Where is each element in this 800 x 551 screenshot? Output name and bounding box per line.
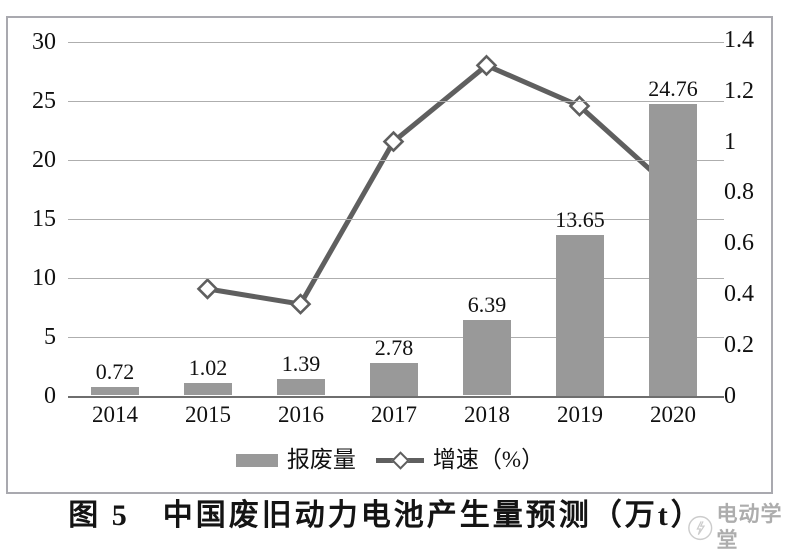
bar-value-label: 0.72 — [95, 359, 135, 384]
x-axis-line — [68, 396, 724, 398]
watermark: 电动学堂 — [686, 502, 800, 551]
bar-value-label: 24.76 — [648, 76, 698, 101]
secondary-y-axis-tick-label: 0.6 — [724, 230, 754, 256]
bar-value-label: 2.78 — [374, 335, 414, 360]
y-axis-tick-label: 0 — [44, 383, 56, 409]
gridline — [68, 42, 724, 43]
bar-2014 — [91, 387, 139, 395]
watermark-logo-icon — [688, 515, 713, 541]
legend-item-line: 增速（%） — [375, 447, 545, 472]
bar-2015 — [184, 383, 232, 395]
x-axis-tick-label: 2019 — [557, 402, 603, 427]
y-axis-tick-label: 5 — [44, 324, 56, 350]
bar-2019 — [556, 235, 604, 396]
gridline — [68, 160, 724, 161]
diamond-marker-icon — [391, 451, 410, 470]
x-axis-tick-label: 2014 — [92, 402, 138, 427]
bar-value-label: 6.39 — [467, 292, 507, 317]
secondary-y-axis-tick-label: 0.2 — [724, 332, 754, 358]
y-axis-tick-label: 30 — [32, 29, 56, 55]
x-axis-tick-label: 2017 — [371, 402, 417, 427]
gridline — [68, 101, 724, 102]
secondary-y-axis-tick-label: 0 — [724, 383, 736, 409]
bar-series-swatch — [235, 453, 278, 467]
bar-2018 — [463, 320, 511, 395]
y-axis-tick-label: 25 — [32, 88, 56, 114]
y-axis-tick-label: 15 — [32, 206, 56, 232]
bar-2016 — [277, 379, 325, 395]
watermark-text: 电动学堂 — [716, 503, 783, 551]
bar-2017 — [370, 363, 418, 396]
gridline — [68, 278, 724, 279]
secondary-y-axis-tick-label: 1.4 — [724, 27, 754, 53]
bar-value-label: 1.02 — [188, 355, 228, 380]
line-series-swatch — [375, 450, 424, 470]
bar-value-label: 13.65 — [555, 207, 605, 232]
x-axis-tick-label: 2020 — [650, 402, 696, 427]
bar-2020 — [649, 104, 697, 396]
secondary-y-axis-tick-label: 0.4 — [724, 281, 754, 307]
gridline — [68, 219, 724, 220]
legend-bar-label: 报废量 — [286, 447, 356, 472]
x-axis-tick-label: 2018 — [464, 402, 510, 427]
bar-value-label: 1.39 — [281, 351, 321, 376]
gridline — [68, 337, 724, 338]
secondary-y-axis-tick-label: 1.2 — [724, 78, 754, 104]
y-axis-tick-label: 20 — [32, 147, 56, 173]
secondary-y-axis-tick-label: 0.8 — [724, 179, 754, 205]
x-axis-tick-label: 2016 — [278, 402, 324, 427]
chart-legend: 报废量 增速（%） — [0, 448, 780, 472]
x-axis-tick-label: 2015 — [185, 402, 231, 427]
secondary-y-axis-tick-label: 1 — [724, 129, 736, 155]
legend-item-bar: 报废量 — [235, 447, 356, 472]
y-axis-tick-label: 10 — [32, 265, 56, 291]
figure-caption: 图 5 中国废旧动力电池产生量预测（万t） — [68, 499, 704, 532]
legend-line-label: 增速（%） — [432, 447, 545, 472]
